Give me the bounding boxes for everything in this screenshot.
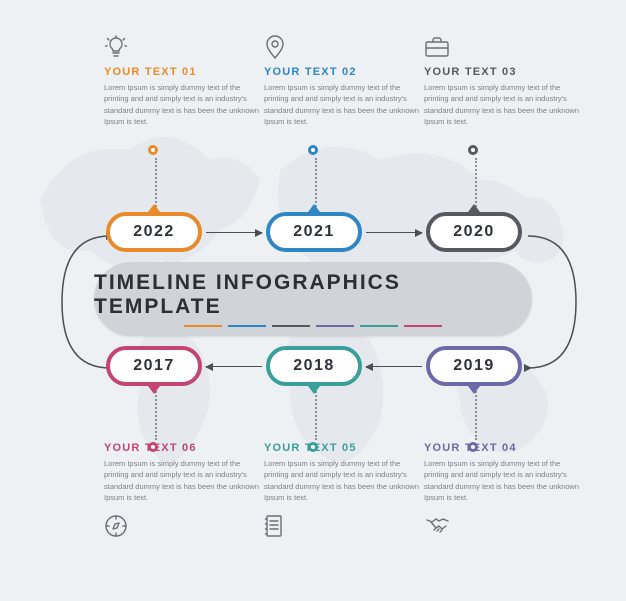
underline-segment [404, 325, 442, 327]
block-heading: YOUR TEXT 06 [104, 442, 264, 454]
flow-arrow [366, 232, 422, 233]
block-body: Lorem Ipsum is simply dummy text of the … [264, 458, 424, 503]
timeline-dot [148, 145, 158, 155]
year-label: 2022 [133, 223, 175, 241]
pill-pointer [468, 386, 480, 394]
timeline-dot [308, 145, 318, 155]
year-pill-2020: 2020 [426, 212, 522, 252]
timeline-block-03: YOUR TEXT 03 Lorem Ipsum is simply dummy … [424, 34, 584, 127]
notebook-icon [264, 513, 424, 539]
block-heading: YOUR TEXT 01 [104, 66, 264, 78]
timeline-stage: TIMELINE INFOGRAPHICS TEMPLATE YOUR TEXT… [0, 0, 626, 601]
dotted-connector [315, 388, 317, 440]
flow-curve [56, 230, 116, 374]
dotted-connector [475, 158, 477, 210]
pill-pointer [148, 386, 160, 394]
timeline-dot [468, 442, 478, 452]
timeline-block-04: YOUR TEXT 04 Lorem Ipsum is simply dummy … [424, 442, 584, 545]
pill-pointer [468, 204, 480, 212]
timeline-dot [148, 442, 158, 452]
year-pill-2018: 2018 [266, 346, 362, 386]
block-body: Lorem Ipsum is simply dummy text of the … [104, 458, 264, 503]
bulb-icon [104, 34, 264, 60]
pill-pointer [308, 204, 320, 212]
year-pill-2019: 2019 [426, 346, 522, 386]
center-title-banner: TIMELINE INFOGRAPHICS TEMPLATE [94, 262, 532, 336]
dotted-connector [155, 388, 157, 440]
underline-segment [228, 325, 266, 327]
handshake-icon [424, 513, 584, 539]
block-heading: YOUR TEXT 03 [424, 66, 584, 78]
briefcase-icon [424, 34, 584, 60]
pill-pointer [308, 386, 320, 394]
block-heading: YOUR TEXT 05 [264, 442, 424, 454]
underline-segment [272, 325, 310, 327]
flow-arrow [206, 232, 262, 233]
year-label: 2019 [453, 357, 495, 375]
underline-segment [184, 325, 222, 327]
year-pill-2022: 2022 [106, 212, 202, 252]
timeline-dot [308, 442, 318, 452]
year-label: 2021 [293, 223, 335, 241]
year-label: 2017 [133, 357, 175, 375]
underline-segment [360, 325, 398, 327]
timeline-block-05: YOUR TEXT 05 Lorem Ipsum is simply dummy … [264, 442, 424, 545]
flow-arrow [206, 366, 262, 367]
dotted-connector [475, 388, 477, 440]
center-underline-row [184, 325, 442, 327]
block-body: Lorem Ipsum is simply dummy text of the … [424, 458, 584, 503]
center-title: TIMELINE INFOGRAPHICS TEMPLATE [94, 271, 532, 319]
block-body: Lorem Ipsum is simply dummy text of the … [424, 82, 584, 127]
timeline-block-02: YOUR TEXT 02 Lorem Ipsum is simply dummy … [264, 34, 424, 127]
timeline-block-01: YOUR TEXT 01 Lorem Ipsum is simply dummy … [104, 34, 264, 127]
block-heading: YOUR TEXT 02 [264, 66, 424, 78]
compass-icon [104, 513, 264, 539]
dotted-connector [155, 158, 157, 210]
pill-pointer [148, 204, 160, 212]
year-label: 2020 [453, 223, 495, 241]
year-pill-2021: 2021 [266, 212, 362, 252]
year-label: 2018 [293, 357, 335, 375]
block-body: Lorem Ipsum is simply dummy text of the … [104, 82, 264, 127]
block-body: Lorem Ipsum is simply dummy text of the … [264, 82, 424, 127]
dotted-connector [315, 158, 317, 210]
flow-curve [522, 230, 582, 374]
block-heading: YOUR TEXT 04 [424, 442, 584, 454]
timeline-block-06: YOUR TEXT 06 Lorem Ipsum is simply dummy … [104, 442, 264, 545]
pin-icon [264, 34, 424, 60]
timeline-dot [468, 145, 478, 155]
flow-arrow [366, 366, 422, 367]
underline-segment [316, 325, 354, 327]
year-pill-2017: 2017 [106, 346, 202, 386]
